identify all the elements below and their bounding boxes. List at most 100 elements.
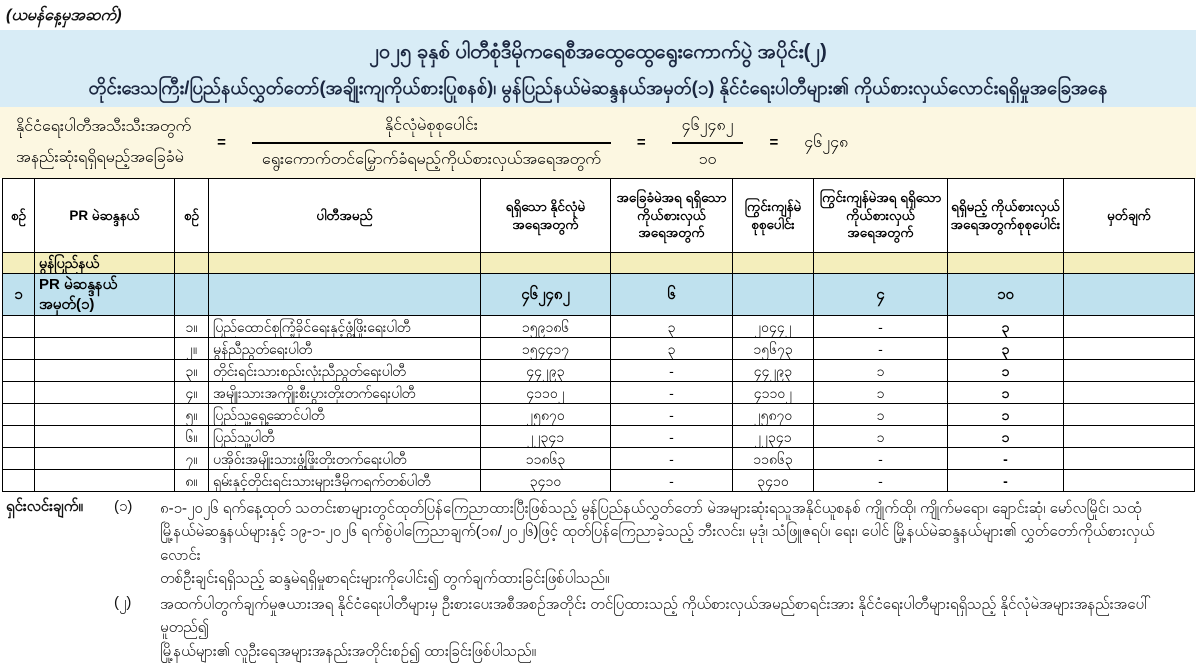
party-row: ၂။ မွန်ညီညွတ်ရေးပါတီ ၁၅၄၄၁၇ ၃ ၁၅၆၇၃ - ၃: [2, 337, 1195, 361]
table-cell: [610, 251, 733, 275]
party-name: ရှမ်းနှင့်တိုင်းရင်းသားများဒီမိုကရက်တစ်ပ…: [208, 469, 481, 493]
footnote-line: မြို့နယ်များ၏ လူဦးရေအများအနည်းအတိုင်းစဉ်…: [160, 642, 537, 660]
party-remark: [1063, 337, 1195, 361]
footnotes-section: ရှင်းလင်းချက်။ (၁) ၈-၁-၂၀၂၆ ရက်နေ့ထုတ် သ…: [0, 492, 1196, 663]
party-basic-mps: -: [610, 469, 733, 493]
table-cell: [813, 251, 948, 275]
party-remark: [1063, 469, 1195, 493]
party-total-mps: ၃: [947, 315, 1064, 339]
party-remaining-mps: -: [813, 315, 948, 339]
party-votes: ၂၂၃၄၁: [480, 425, 611, 449]
party-votes: ၁၅၄၄၁၇: [480, 337, 611, 361]
party-remaining-mps: ၁: [813, 359, 948, 383]
equals-sign: =: [636, 134, 646, 151]
party-remark: [1063, 425, 1195, 449]
party-votes: ၁၅၉၁၈၆: [480, 315, 611, 339]
party-total-mps: -: [947, 469, 1064, 493]
party-name: တိုင်းရင်းသားစည်းလုံးညီညွတ်ရေးပါတီ: [208, 359, 481, 383]
footnote-line: မြို့နယ်မဲဆန္ဒနယ်များနှင့် ၁၉-၁-၂၀၂၆ ရက်…: [160, 523, 1155, 564]
party-serial: ၇။: [174, 447, 209, 471]
party-remaining-votes: ၂၀၄၄၂: [732, 315, 814, 339]
footnote-1-marker: (၁): [114, 498, 133, 516]
party-serial: ၈။: [174, 469, 209, 493]
party-row: ၃။ တိုင်းရင်းသားစည်းလုံးညီညွတ်ရေးပါတီ ၄၄…: [2, 359, 1195, 383]
table-cell: [1063, 251, 1195, 275]
footnote-2-marker: (၂): [114, 594, 132, 612]
party-serial: ၃။: [174, 359, 209, 383]
table-cell: [2, 251, 35, 275]
table-cell: [2, 403, 35, 427]
formula-lhs: နိုင်ငံရေးပါတီအသီးသီးအတွက် အနည်းဆုံးရရှိ…: [16, 112, 191, 173]
state-row: မွန်ပြည်နယ်: [2, 251, 1195, 275]
party-row: ၁။ ပြည်ထောင်စုကြံ့ခိုင်ရေးနှင့်ဖွံ့ဖြိုး…: [2, 315, 1195, 339]
party-name: မွန်ညီညွတ်ရေးပါတီ: [208, 337, 481, 361]
table-cell: [174, 251, 209, 275]
state-name: မွန်ပြည်နယ်: [34, 251, 175, 275]
col-header-remaining-vote-mps: ကြွင်းကျန်မဲအရ ရရှိသော ကိုယ်စားလှယ် အရေအ…: [813, 178, 948, 253]
table-cell: [34, 315, 175, 339]
col-header-total-mps: ရရှိမည့် ကိုယ်စားလှယ် အရေအတွက်စုစုပေါင်း: [947, 178, 1064, 253]
table-cell: [947, 251, 1064, 275]
party-total-mps: ၁: [947, 425, 1064, 449]
footnote-label: ရှင်းလင်းချက်။: [6, 498, 83, 516]
party-serial: ၁။: [174, 315, 209, 339]
fraction-numerator-value: ၄၆၂၄၈၂: [681, 116, 734, 134]
summary-total-mps: ၁၀: [947, 273, 1064, 317]
party-remaining-votes: ၁၅၆၇၃: [732, 337, 814, 361]
footnote-2: (၂) အထက်ပါတွက်ချက်မှုဇယားအရ နိုင်ငံရေးပါ…: [6, 593, 1188, 663]
party-votes: ၄၄၂၉၃: [480, 359, 611, 383]
table-cell: [174, 273, 209, 317]
party-votes: ၁၁၈၆၃: [480, 447, 611, 471]
party-name: ပအိုဝ်းအမျိုးသားဖွံ့ဖြိုးတိုးတက်ရေးပါတီ: [208, 447, 481, 471]
pr-results-table: စဉ် PR မဲဆန္ဒနယ် စဉ် ပါတီအမည် ရရှိသော နိ…: [2, 178, 1195, 493]
formula-lhs-line1: နိုင်ငံရေးပါတီအသီးသီးအတွက်: [16, 118, 192, 136]
summary-votes: ၄၆၂၄၈၂: [480, 273, 611, 317]
party-name: ပြည်သူ့ပါတီ: [208, 425, 481, 449]
party-remaining-mps: ၁: [813, 403, 948, 427]
party-basic-mps: -: [610, 381, 733, 405]
party-remark: [1063, 315, 1195, 339]
equals-sign: =: [217, 134, 226, 151]
table-cell: [34, 403, 175, 427]
footnote-1: ရှင်းလင်းချက်။ (၁) ၈-၁-၂၀၂၆ ရက်နေ့ထုတ် သ…: [6, 497, 1188, 590]
col-header-serial: စဉ်: [2, 178, 35, 253]
formula-lhs-line2: အနည်းဆုံးရရှိရမည့်အခြေခံမဲ: [16, 148, 184, 166]
party-total-mps: ၁: [947, 381, 1064, 405]
party-remark: [1063, 359, 1195, 383]
party-basic-mps: ၃: [610, 337, 733, 361]
party-basic-mps: ၃: [610, 315, 733, 339]
footnote-line: အထက်ပါတွက်ချက်မှုဇယားအရ နိုင်ငံရေးပါတီမျ…: [160, 596, 1151, 637]
continued-from-yesterday-note: (ယမန်နေ့မှအဆက်): [6, 7, 122, 24]
party-basic-mps: -: [610, 359, 733, 383]
footnote-line: ၈-၁-၂၀၂၆ ရက်နေ့ထုတ် သတင်းစာများတွင်ထုတ်ပ…: [160, 500, 1142, 518]
party-basic-mps: -: [610, 403, 733, 427]
table-cell: [2, 425, 35, 449]
party-row: ၄။ အမျိုးသားအကျိုးစီးပွားတိုးတက်ရေးပါတီ …: [2, 381, 1195, 405]
table-cell: [34, 359, 175, 383]
table-cell: [34, 447, 175, 471]
party-remaining-votes: ၄၁၁၀၂: [732, 381, 814, 405]
equals-sign: =: [769, 134, 779, 151]
party-remaining-votes: ၃၄၁၀: [732, 469, 814, 493]
party-votes: ၂၅၈၇၀: [480, 403, 611, 427]
table-cell: [208, 273, 481, 317]
party-basic-mps: -: [610, 425, 733, 449]
fraction-numerator: နိုင်လုံမဲစုစုပေါင်း: [384, 116, 478, 134]
party-serial: ၆။: [174, 425, 209, 449]
party-basic-mps: -: [610, 447, 733, 471]
table-cell: [2, 359, 35, 383]
table-cell: [34, 337, 175, 361]
col-header-basic-vote-mps: အခြေခံမဲအရ ရရှိသော ကိုယ်စားလှယ် အရေအတွက်: [610, 178, 733, 253]
party-remaining-mps: -: [813, 337, 948, 361]
table-cell: [34, 469, 175, 493]
col-header-pr-constituency: PR မဲဆန္ဒနယ်: [34, 178, 175, 253]
party-votes: ၃၄၁၀: [480, 469, 611, 493]
party-votes: ၄၁၁၀၂: [480, 381, 611, 405]
table-cell: [2, 469, 35, 493]
footnote-2-text: အထက်ပါတွက်ချက်မှုဇယားအရ နိုင်ငံရေးပါတီမျ…: [160, 593, 1188, 663]
party-remark: [1063, 403, 1195, 427]
fraction-denominator: ရွေးကောက်တင်မြှောက်ခံရမည့်ကိုယ်စားလှယ်အရ…: [251, 141, 611, 172]
party-row: ၈။ ရှမ်းနှင့်တိုင်းရင်းသားများဒီမိုကရက်တ…: [2, 469, 1195, 493]
party-total-mps: ၁: [947, 403, 1064, 427]
summary-basic-mps: ၆: [610, 273, 733, 317]
